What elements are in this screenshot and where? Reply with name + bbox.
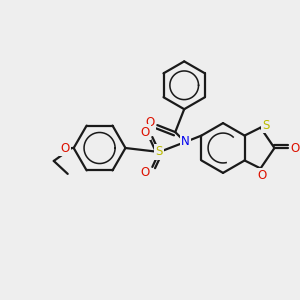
Text: O: O [60,142,69,154]
Text: N: N [181,134,190,148]
Text: O: O [141,167,150,179]
Text: O: O [257,169,266,182]
Text: S: S [262,119,269,132]
Text: S: S [156,146,163,158]
Text: O: O [146,116,155,129]
Text: O: O [141,126,150,139]
Text: O: O [291,142,300,154]
